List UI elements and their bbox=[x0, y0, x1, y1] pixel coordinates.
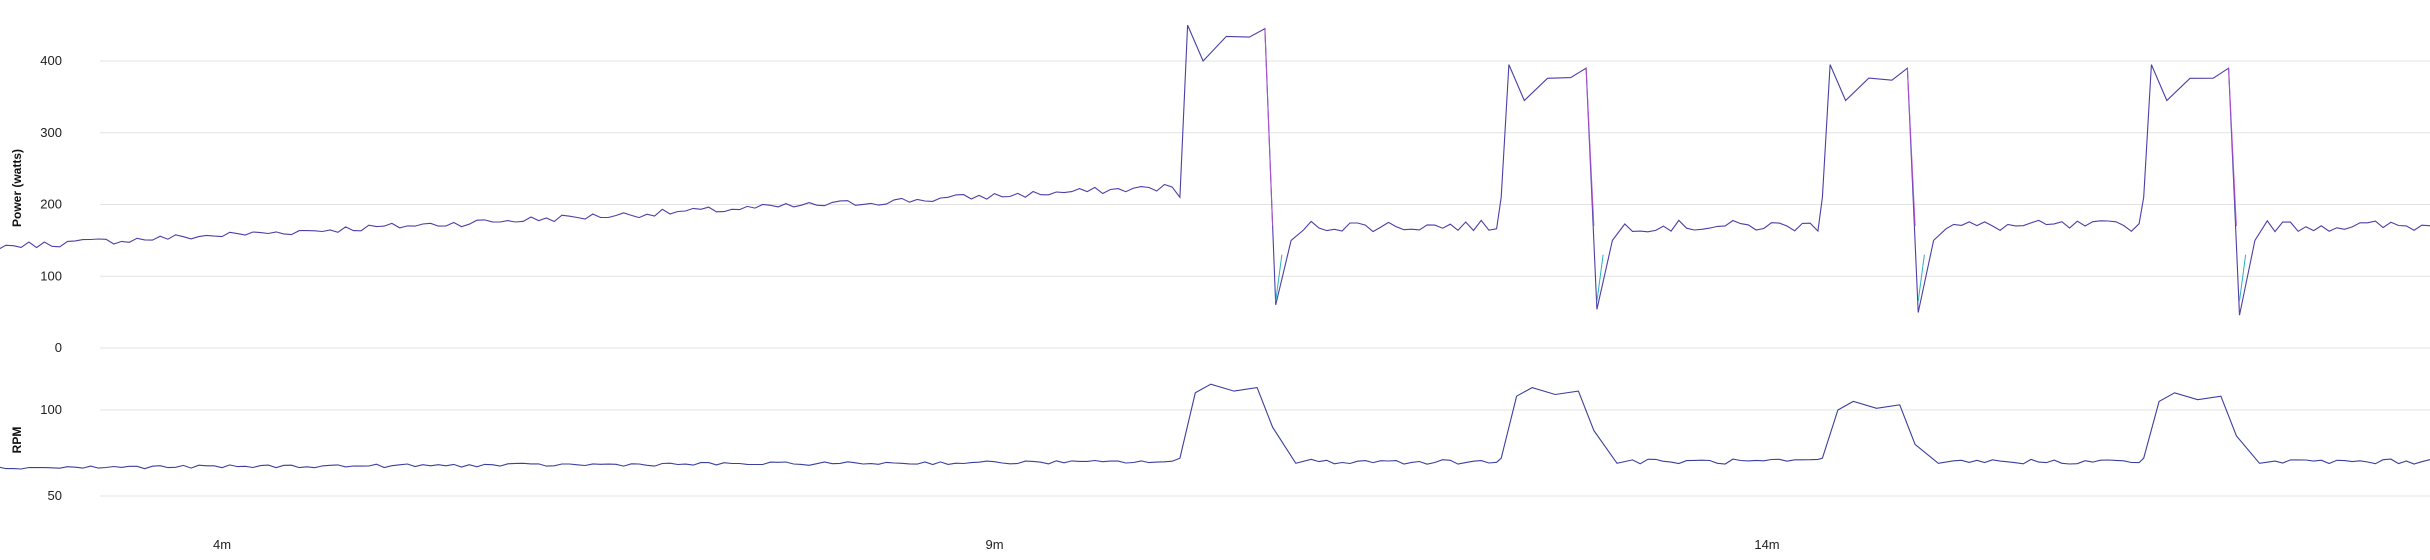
x-tick-label: 14m bbox=[1754, 537, 1779, 552]
power-series bbox=[0, 24, 2430, 316]
x-tick-label: 4m bbox=[213, 537, 231, 552]
x-axis-ticks: 4m9m14m19m24m29m34m39m44m49m54m59m1h4m1h… bbox=[213, 537, 1780, 552]
rpm-axis-label: RPM bbox=[10, 427, 24, 454]
rpm-line bbox=[0, 383, 2430, 470]
rpm-gridlines bbox=[100, 409, 2430, 497]
power-y-ticks: 0 100 200 300 400 bbox=[40, 53, 62, 355]
power-y-tick-label: 200 bbox=[40, 197, 62, 212]
x-tick-label: 9m bbox=[985, 537, 1003, 552]
power-interval-peak bbox=[1585, 68, 1595, 227]
power-interval-trough bbox=[1275, 254, 1283, 302]
rpm-y-ticks: 50 100 bbox=[40, 402, 62, 503]
power-interval-trough bbox=[1596, 254, 1604, 302]
rpm-panel: RPM 50 100 bbox=[0, 383, 2430, 503]
power-y-tick-label: 400 bbox=[40, 53, 62, 68]
power-axis-label: Power (watts) bbox=[10, 149, 24, 227]
power-y-tick-label: 100 bbox=[40, 268, 62, 283]
power-interval-trough bbox=[2238, 254, 2247, 302]
rpm-y-tick-label: 100 bbox=[40, 402, 62, 417]
rpm-series bbox=[0, 383, 2430, 470]
power-line bbox=[0, 24, 2430, 316]
rpm-y-tick-label: 50 bbox=[48, 488, 62, 503]
power-y-tick-label: 0 bbox=[55, 340, 62, 355]
power-y-tick-label: 300 bbox=[40, 125, 62, 140]
power-interval-peak bbox=[1906, 68, 1916, 227]
power-gridlines bbox=[100, 60, 2430, 349]
power-panel: Power (watts) 0 100 200 300 400 bbox=[0, 24, 2430, 355]
power-interval-trough bbox=[1917, 254, 1925, 302]
power-interval-peak bbox=[2228, 68, 2237, 227]
power-interval-peak bbox=[1264, 28, 1274, 227]
